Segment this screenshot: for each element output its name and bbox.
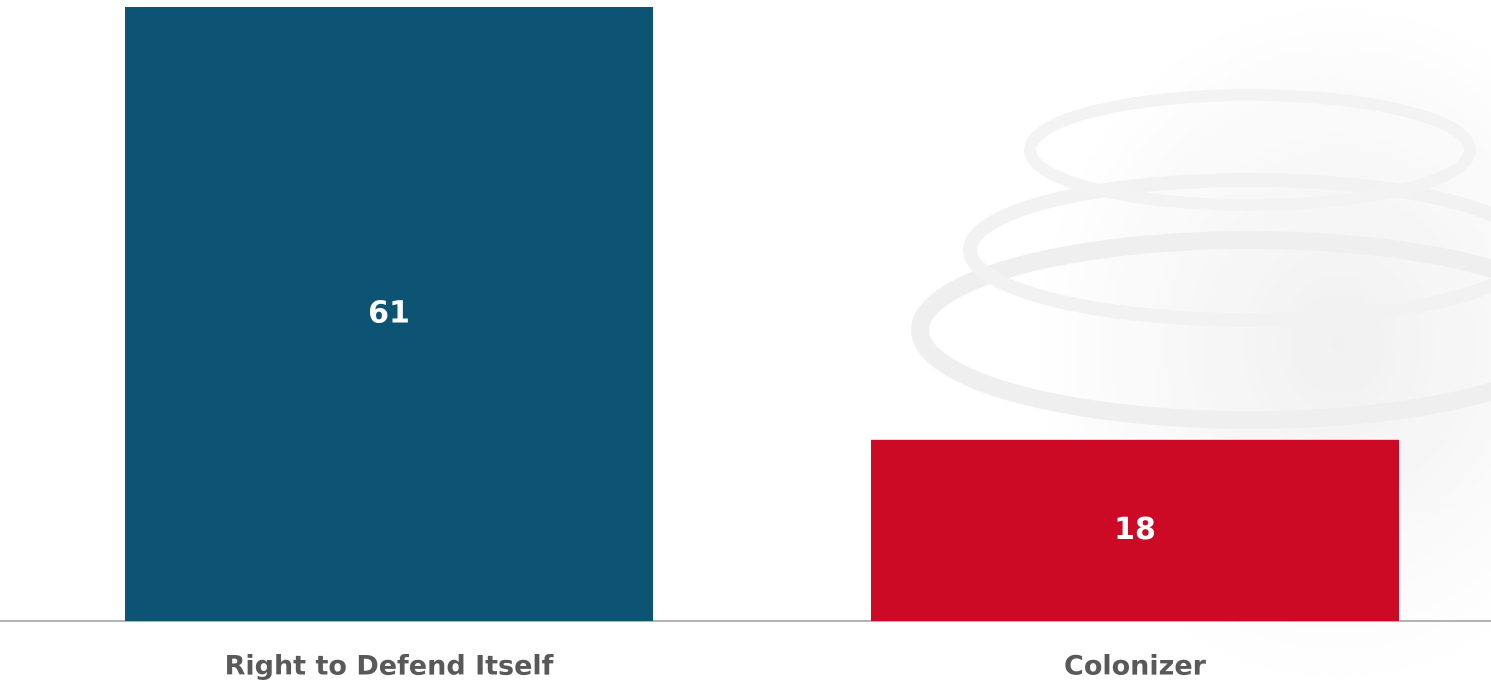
bar [871,439,1399,621]
bar [125,7,653,621]
x-tick-label: Right to Defend Itself [225,651,554,682]
value-label: 18 [1114,512,1156,547]
x-tick-label: Colonizer [1064,651,1207,682]
value-label: 61 [368,296,410,331]
